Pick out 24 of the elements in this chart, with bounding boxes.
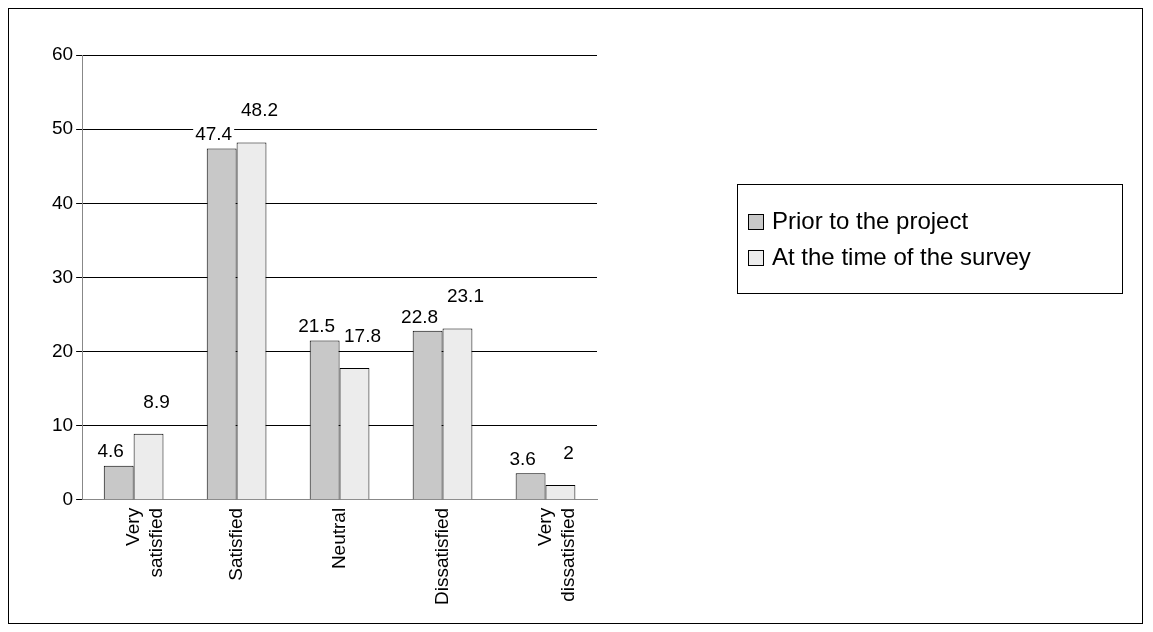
data-label: 48.2 [241, 99, 279, 121]
x-tick-label: Very dissatisfied [533, 507, 578, 602]
x-tick-label: Very satisfied [121, 507, 166, 578]
y-tick-label: 20 [51, 339, 74, 361]
x-tick-label: Satisfied [224, 507, 246, 581]
data-label: 17.8 [344, 324, 381, 346]
y-tick-label: 0 [62, 488, 74, 510]
x-tick-label: Dissatisfied [430, 507, 452, 606]
data-label: 22.8 [401, 305, 439, 327]
y-tick-label: 40 [51, 191, 74, 213]
data-label: 8.9 [143, 390, 170, 412]
y-tick-label: 50 [51, 117, 74, 139]
data-label: 2 [563, 441, 574, 463]
x-tick-label: Neutral [327, 507, 349, 570]
y-tick-label: 60 [51, 43, 74, 65]
legend-label: At the time of the survey [772, 243, 1031, 271]
data-label: 47.4 [195, 123, 233, 145]
data-label: 4.6 [97, 440, 124, 462]
y-tick-label: 10 [51, 413, 74, 435]
data-label: 23.1 [446, 285, 484, 307]
data-label: 3.6 [509, 447, 536, 469]
data-label: 21.5 [298, 315, 336, 337]
legend-label: Prior to the project [772, 207, 969, 235]
y-tick-label: 30 [51, 265, 74, 287]
